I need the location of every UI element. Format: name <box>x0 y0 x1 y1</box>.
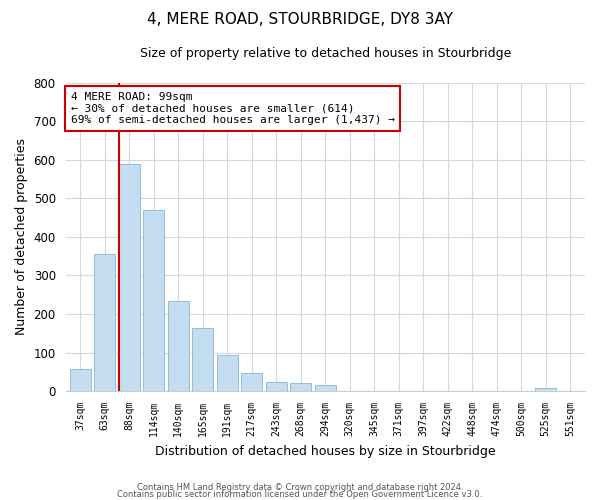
Bar <box>143 210 164 391</box>
Bar <box>193 328 213 391</box>
Bar <box>241 372 262 391</box>
Text: Contains HM Land Registry data © Crown copyright and database right 2024.: Contains HM Land Registry data © Crown c… <box>137 484 463 492</box>
Bar <box>119 164 140 391</box>
Y-axis label: Number of detached properties: Number of detached properties <box>15 138 28 336</box>
X-axis label: Distribution of detached houses by size in Stourbridge: Distribution of detached houses by size … <box>155 444 496 458</box>
Bar <box>266 382 287 391</box>
Bar <box>168 302 188 391</box>
Bar <box>217 354 238 391</box>
Title: Size of property relative to detached houses in Stourbridge: Size of property relative to detached ho… <box>140 48 511 60</box>
Text: 4 MERE ROAD: 99sqm
← 30% of detached houses are smaller (614)
69% of semi-detach: 4 MERE ROAD: 99sqm ← 30% of detached hou… <box>71 92 395 125</box>
Bar <box>70 369 91 391</box>
Text: Contains public sector information licensed under the Open Government Licence v3: Contains public sector information licen… <box>118 490 482 499</box>
Bar <box>290 382 311 391</box>
Bar <box>315 386 335 391</box>
Text: 4, MERE ROAD, STOURBRIDGE, DY8 3AY: 4, MERE ROAD, STOURBRIDGE, DY8 3AY <box>147 12 453 28</box>
Bar <box>94 254 115 391</box>
Bar <box>535 388 556 391</box>
